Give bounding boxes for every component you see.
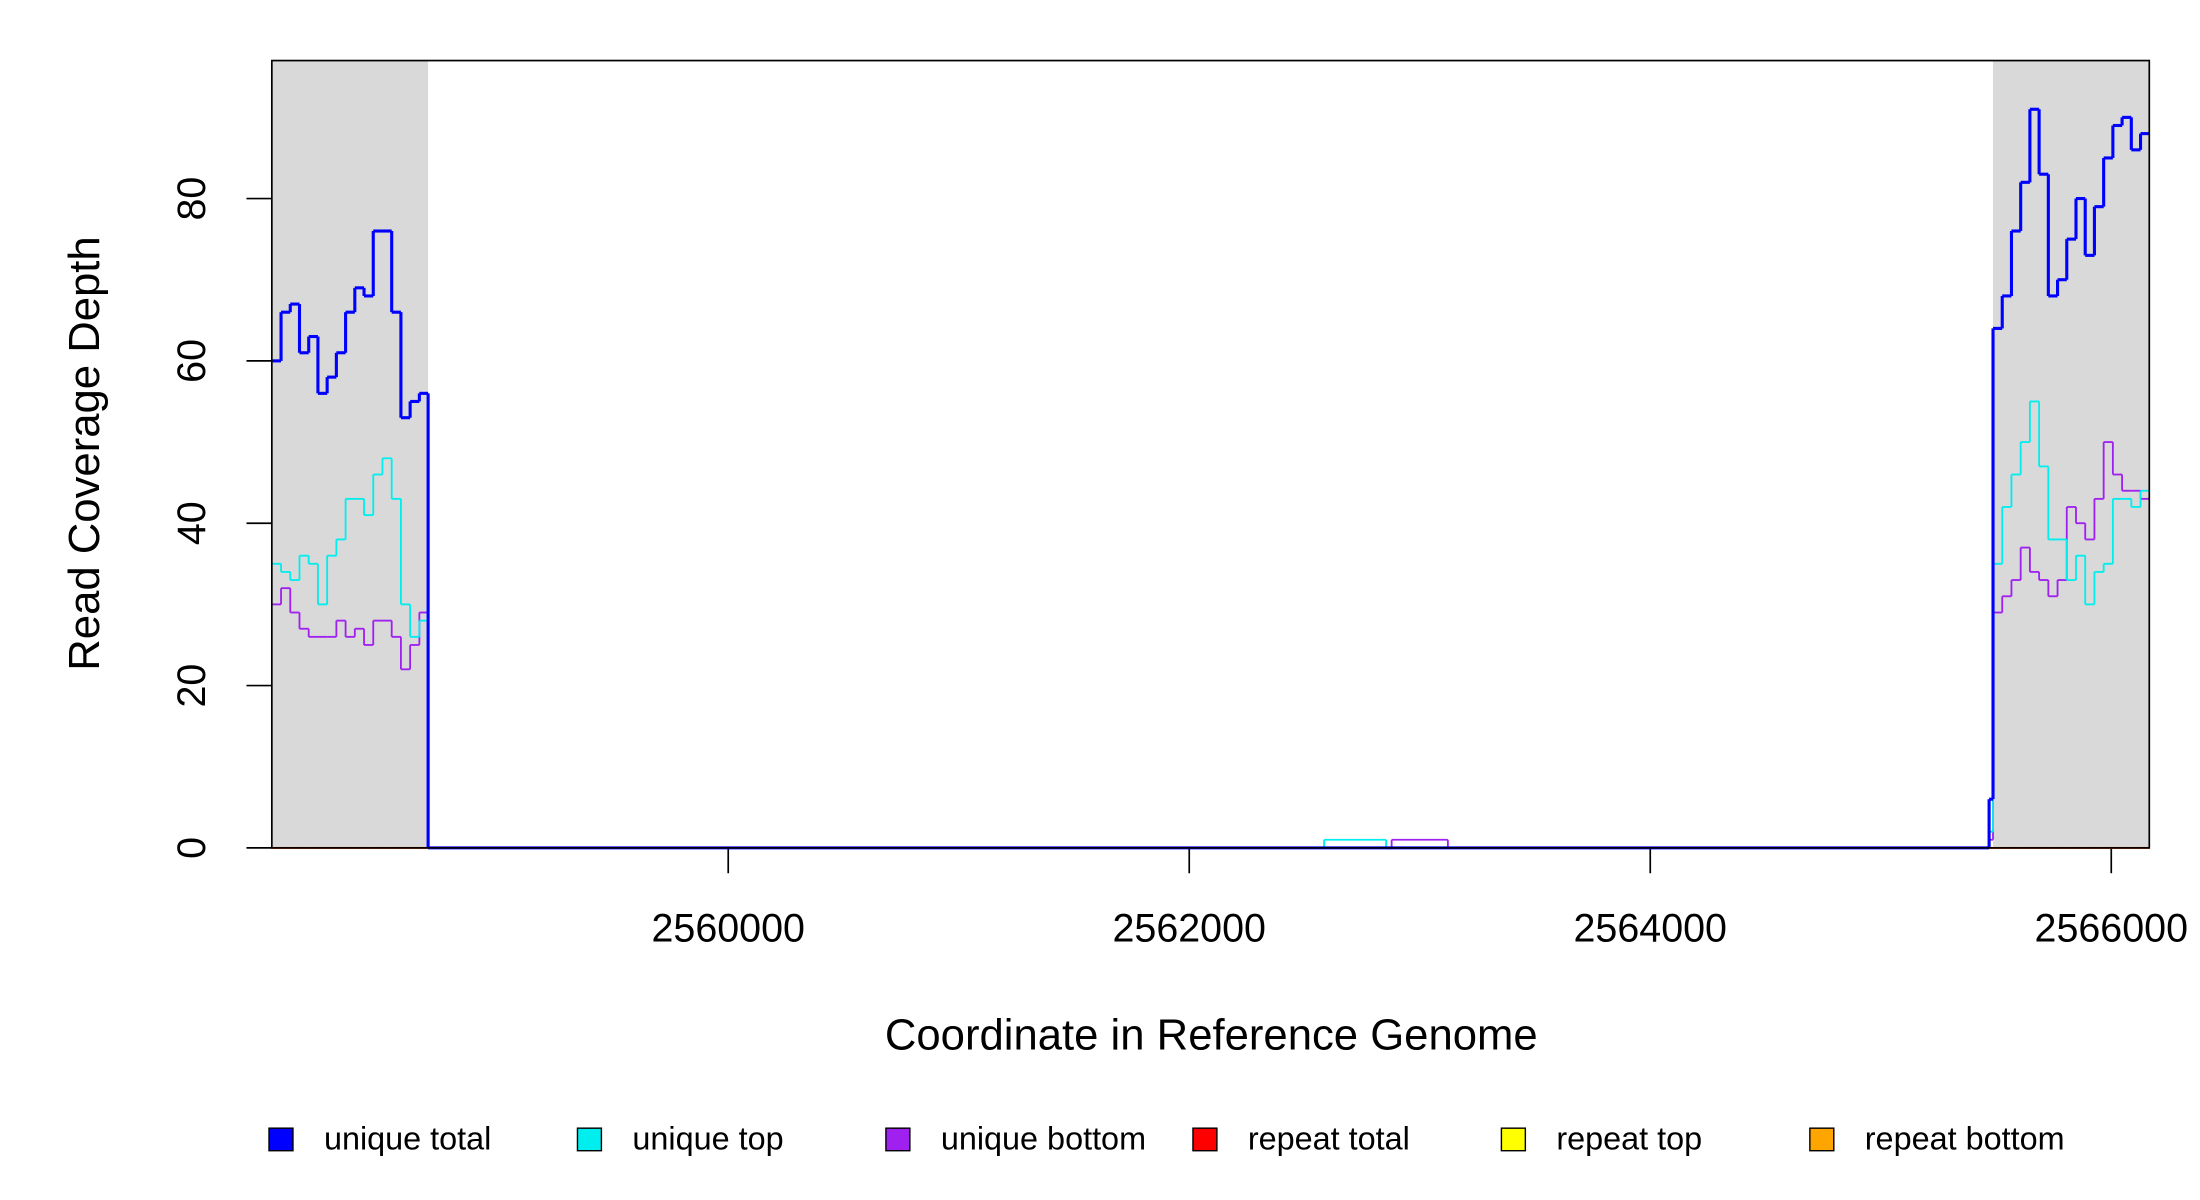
y-tick-label: 40 [170, 501, 214, 545]
series [271, 107, 2150, 850]
shaded-region [271, 60, 429, 848]
y-tick-label: 80 [170, 177, 214, 221]
legend-key [885, 1127, 911, 1152]
y-tick-label: 0 [170, 837, 214, 859]
legend-label: repeat total [1248, 1120, 1410, 1156]
legend-label: unique top [632, 1120, 783, 1156]
x-tick-label: 2560000 [651, 906, 804, 950]
y-tick-label: 20 [170, 664, 214, 708]
series [271, 400, 2150, 849]
x-tick-label: 2564000 [1574, 906, 1727, 950]
x-tick-label: 2562000 [1112, 906, 1265, 950]
legend-label: unique bottom [941, 1120, 1146, 1156]
legend-key [1809, 1127, 1835, 1152]
y-axis-label: Read Coverage Depth [60, 236, 109, 670]
shaded-region [1993, 60, 2150, 848]
plot-frame [270, 59, 2151, 849]
x-tick-label: 2566000 [2035, 906, 2188, 950]
legend-key [576, 1127, 603, 1152]
legend-label: repeat bottom [1865, 1120, 2065, 1156]
x-axis-label: Coordinate in Reference Genome [885, 1011, 1538, 1060]
legend-key [1192, 1127, 1218, 1152]
series [271, 441, 2150, 849]
legend-key [268, 1127, 294, 1152]
legend-label: repeat top [1556, 1120, 1702, 1156]
y-tick-label: 60 [170, 339, 214, 383]
legend-key [1500, 1127, 1527, 1152]
legend-label: unique total [324, 1120, 491, 1156]
